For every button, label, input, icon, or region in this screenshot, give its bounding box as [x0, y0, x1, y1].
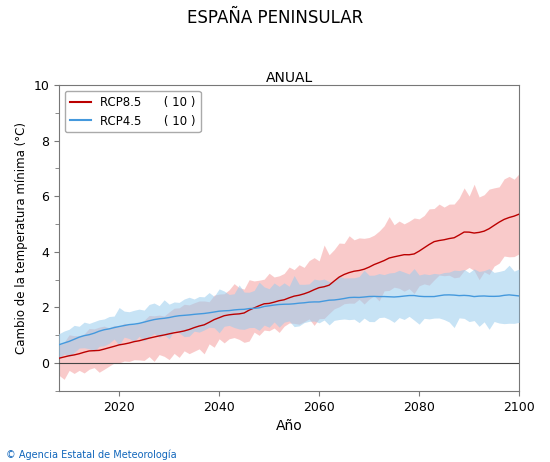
Title: ANUAL: ANUAL	[266, 71, 313, 85]
Text: © Agencia Estatal de Meteorología: © Agencia Estatal de Meteorología	[6, 449, 176, 460]
X-axis label: Año: Año	[276, 419, 303, 433]
Legend: RCP8.5      ( 10 ), RCP4.5      ( 10 ): RCP8.5 ( 10 ), RCP4.5 ( 10 )	[65, 91, 201, 132]
Y-axis label: Cambio de la temperatura mínima (°C): Cambio de la temperatura mínima (°C)	[15, 122, 28, 354]
Text: ESPAÑA PENINSULAR: ESPAÑA PENINSULAR	[187, 9, 363, 27]
